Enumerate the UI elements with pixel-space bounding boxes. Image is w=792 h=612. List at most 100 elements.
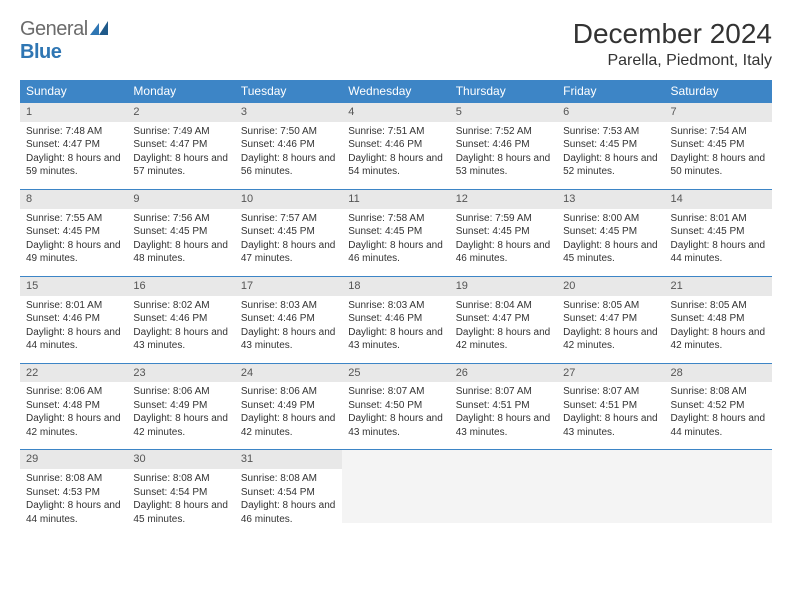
day-body: Sunrise: 8:06 AMSunset: 4:48 PMDaylight:… (20, 382, 127, 449)
calendar-day-cell: 4Sunrise: 7:51 AMSunset: 4:46 PMDaylight… (342, 102, 449, 189)
day-number: 30 (127, 450, 234, 469)
day-number: 20 (557, 277, 664, 296)
day-body: Sunrise: 8:04 AMSunset: 4:47 PMDaylight:… (450, 296, 557, 363)
day-number: 4 (342, 103, 449, 122)
calendar-day-cell: 16Sunrise: 8:02 AMSunset: 4:46 PMDayligh… (127, 276, 234, 363)
weekday-header-row: SundayMondayTuesdayWednesdayThursdayFrid… (20, 80, 772, 102)
day-body: Sunrise: 7:52 AMSunset: 4:46 PMDaylight:… (450, 122, 557, 189)
month-title: December 2024 (573, 18, 772, 50)
day-number: 22 (20, 364, 127, 383)
location: Parella, Piedmont, Italy (573, 52, 772, 70)
weekday-header: Wednesday (342, 80, 449, 102)
day-number: 8 (20, 190, 127, 209)
calendar-week-row: 15Sunrise: 8:01 AMSunset: 4:46 PMDayligh… (20, 276, 772, 363)
day-body: Sunrise: 8:07 AMSunset: 4:51 PMDaylight:… (450, 382, 557, 449)
day-body: Sunrise: 8:03 AMSunset: 4:46 PMDaylight:… (235, 296, 342, 363)
day-body: Sunrise: 8:08 AMSunset: 4:54 PMDaylight:… (127, 469, 234, 536)
day-number: 16 (127, 277, 234, 296)
day-body: Sunrise: 8:01 AMSunset: 4:45 PMDaylight:… (665, 209, 772, 276)
day-body (557, 469, 664, 523)
day-body: Sunrise: 8:06 AMSunset: 4:49 PMDaylight:… (235, 382, 342, 449)
day-body: Sunrise: 8:02 AMSunset: 4:46 PMDaylight:… (127, 296, 234, 363)
calendar-day-cell: 1Sunrise: 7:48 AMSunset: 4:47 PMDaylight… (20, 102, 127, 189)
day-number: 24 (235, 364, 342, 383)
calendar-day-cell: 21Sunrise: 8:05 AMSunset: 4:48 PMDayligh… (665, 276, 772, 363)
weekday-header: Tuesday (235, 80, 342, 102)
day-body: Sunrise: 7:58 AMSunset: 4:45 PMDaylight:… (342, 209, 449, 276)
logo: General Blue (20, 18, 108, 64)
day-body: Sunrise: 7:57 AMSunset: 4:45 PMDaylight:… (235, 209, 342, 276)
calendar-day-cell (342, 449, 449, 536)
day-number: 3 (235, 103, 342, 122)
day-number: 14 (665, 190, 772, 209)
day-body: Sunrise: 8:08 AMSunset: 4:53 PMDaylight:… (20, 469, 127, 536)
logo-text-blue: Blue (20, 41, 61, 63)
calendar-day-cell: 25Sunrise: 8:07 AMSunset: 4:50 PMDayligh… (342, 363, 449, 450)
calendar-day-cell: 29Sunrise: 8:08 AMSunset: 4:53 PMDayligh… (20, 449, 127, 536)
calendar-day-cell (557, 449, 664, 536)
day-body: Sunrise: 7:48 AMSunset: 4:47 PMDaylight:… (20, 122, 127, 189)
day-number: 27 (557, 364, 664, 383)
day-body: Sunrise: 7:55 AMSunset: 4:45 PMDaylight:… (20, 209, 127, 276)
day-number: 1 (20, 103, 127, 122)
calendar-day-cell: 8Sunrise: 7:55 AMSunset: 4:45 PMDaylight… (20, 189, 127, 276)
day-number: 21 (665, 277, 772, 296)
day-number: 18 (342, 277, 449, 296)
day-body: Sunrise: 8:07 AMSunset: 4:51 PMDaylight:… (557, 382, 664, 449)
weekday-header: Thursday (450, 80, 557, 102)
day-body: Sunrise: 8:06 AMSunset: 4:49 PMDaylight:… (127, 382, 234, 449)
weekday-header: Saturday (665, 80, 772, 102)
day-body: Sunrise: 8:07 AMSunset: 4:50 PMDaylight:… (342, 382, 449, 449)
day-body (342, 469, 449, 523)
calendar-day-cell: 11Sunrise: 7:58 AMSunset: 4:45 PMDayligh… (342, 189, 449, 276)
calendar-week-row: 8Sunrise: 7:55 AMSunset: 4:45 PMDaylight… (20, 189, 772, 276)
calendar-day-cell: 14Sunrise: 8:01 AMSunset: 4:45 PMDayligh… (665, 189, 772, 276)
weekday-header: Sunday (20, 80, 127, 102)
day-body: Sunrise: 8:08 AMSunset: 4:54 PMDaylight:… (235, 469, 342, 536)
day-number: 13 (557, 190, 664, 209)
day-number: 17 (235, 277, 342, 296)
day-number (557, 450, 664, 469)
day-number (665, 450, 772, 469)
calendar-day-cell: 30Sunrise: 8:08 AMSunset: 4:54 PMDayligh… (127, 449, 234, 536)
calendar-day-cell: 15Sunrise: 8:01 AMSunset: 4:46 PMDayligh… (20, 276, 127, 363)
day-number: 2 (127, 103, 234, 122)
day-body: Sunrise: 8:08 AMSunset: 4:52 PMDaylight:… (665, 382, 772, 449)
calendar-day-cell: 13Sunrise: 8:00 AMSunset: 4:45 PMDayligh… (557, 189, 664, 276)
calendar-body: 1Sunrise: 7:48 AMSunset: 4:47 PMDaylight… (20, 102, 772, 536)
day-number: 26 (450, 364, 557, 383)
weekday-header: Monday (127, 80, 234, 102)
day-body: Sunrise: 8:03 AMSunset: 4:46 PMDaylight:… (342, 296, 449, 363)
day-number: 15 (20, 277, 127, 296)
calendar-day-cell: 23Sunrise: 8:06 AMSunset: 4:49 PMDayligh… (127, 363, 234, 450)
calendar-day-cell: 3Sunrise: 7:50 AMSunset: 4:46 PMDaylight… (235, 102, 342, 189)
day-number: 6 (557, 103, 664, 122)
day-number: 9 (127, 190, 234, 209)
day-number: 12 (450, 190, 557, 209)
day-body: Sunrise: 8:05 AMSunset: 4:47 PMDaylight:… (557, 296, 664, 363)
calendar-day-cell (665, 449, 772, 536)
header: General Blue December 2024 Parella, Pied… (20, 18, 772, 70)
day-body: Sunrise: 8:01 AMSunset: 4:46 PMDaylight:… (20, 296, 127, 363)
day-body: Sunrise: 7:49 AMSunset: 4:47 PMDaylight:… (127, 122, 234, 189)
day-number: 29 (20, 450, 127, 469)
calendar-day-cell: 17Sunrise: 8:03 AMSunset: 4:46 PMDayligh… (235, 276, 342, 363)
calendar-day-cell: 20Sunrise: 8:05 AMSunset: 4:47 PMDayligh… (557, 276, 664, 363)
day-body: Sunrise: 7:51 AMSunset: 4:46 PMDaylight:… (342, 122, 449, 189)
day-number (342, 450, 449, 469)
day-body (665, 469, 772, 523)
day-body: Sunrise: 7:56 AMSunset: 4:45 PMDaylight:… (127, 209, 234, 276)
calendar-day-cell: 5Sunrise: 7:52 AMSunset: 4:46 PMDaylight… (450, 102, 557, 189)
day-body: Sunrise: 7:59 AMSunset: 4:45 PMDaylight:… (450, 209, 557, 276)
calendar-day-cell: 7Sunrise: 7:54 AMSunset: 4:45 PMDaylight… (665, 102, 772, 189)
calendar-week-row: 22Sunrise: 8:06 AMSunset: 4:48 PMDayligh… (20, 363, 772, 450)
day-body: Sunrise: 7:53 AMSunset: 4:45 PMDaylight:… (557, 122, 664, 189)
calendar-week-row: 29Sunrise: 8:08 AMSunset: 4:53 PMDayligh… (20, 449, 772, 536)
day-number: 11 (342, 190, 449, 209)
calendar-day-cell: 27Sunrise: 8:07 AMSunset: 4:51 PMDayligh… (557, 363, 664, 450)
calendar-day-cell: 18Sunrise: 8:03 AMSunset: 4:46 PMDayligh… (342, 276, 449, 363)
day-number (450, 450, 557, 469)
calendar-day-cell: 22Sunrise: 8:06 AMSunset: 4:48 PMDayligh… (20, 363, 127, 450)
calendar-day-cell: 28Sunrise: 8:08 AMSunset: 4:52 PMDayligh… (665, 363, 772, 450)
day-body: Sunrise: 7:50 AMSunset: 4:46 PMDaylight:… (235, 122, 342, 189)
